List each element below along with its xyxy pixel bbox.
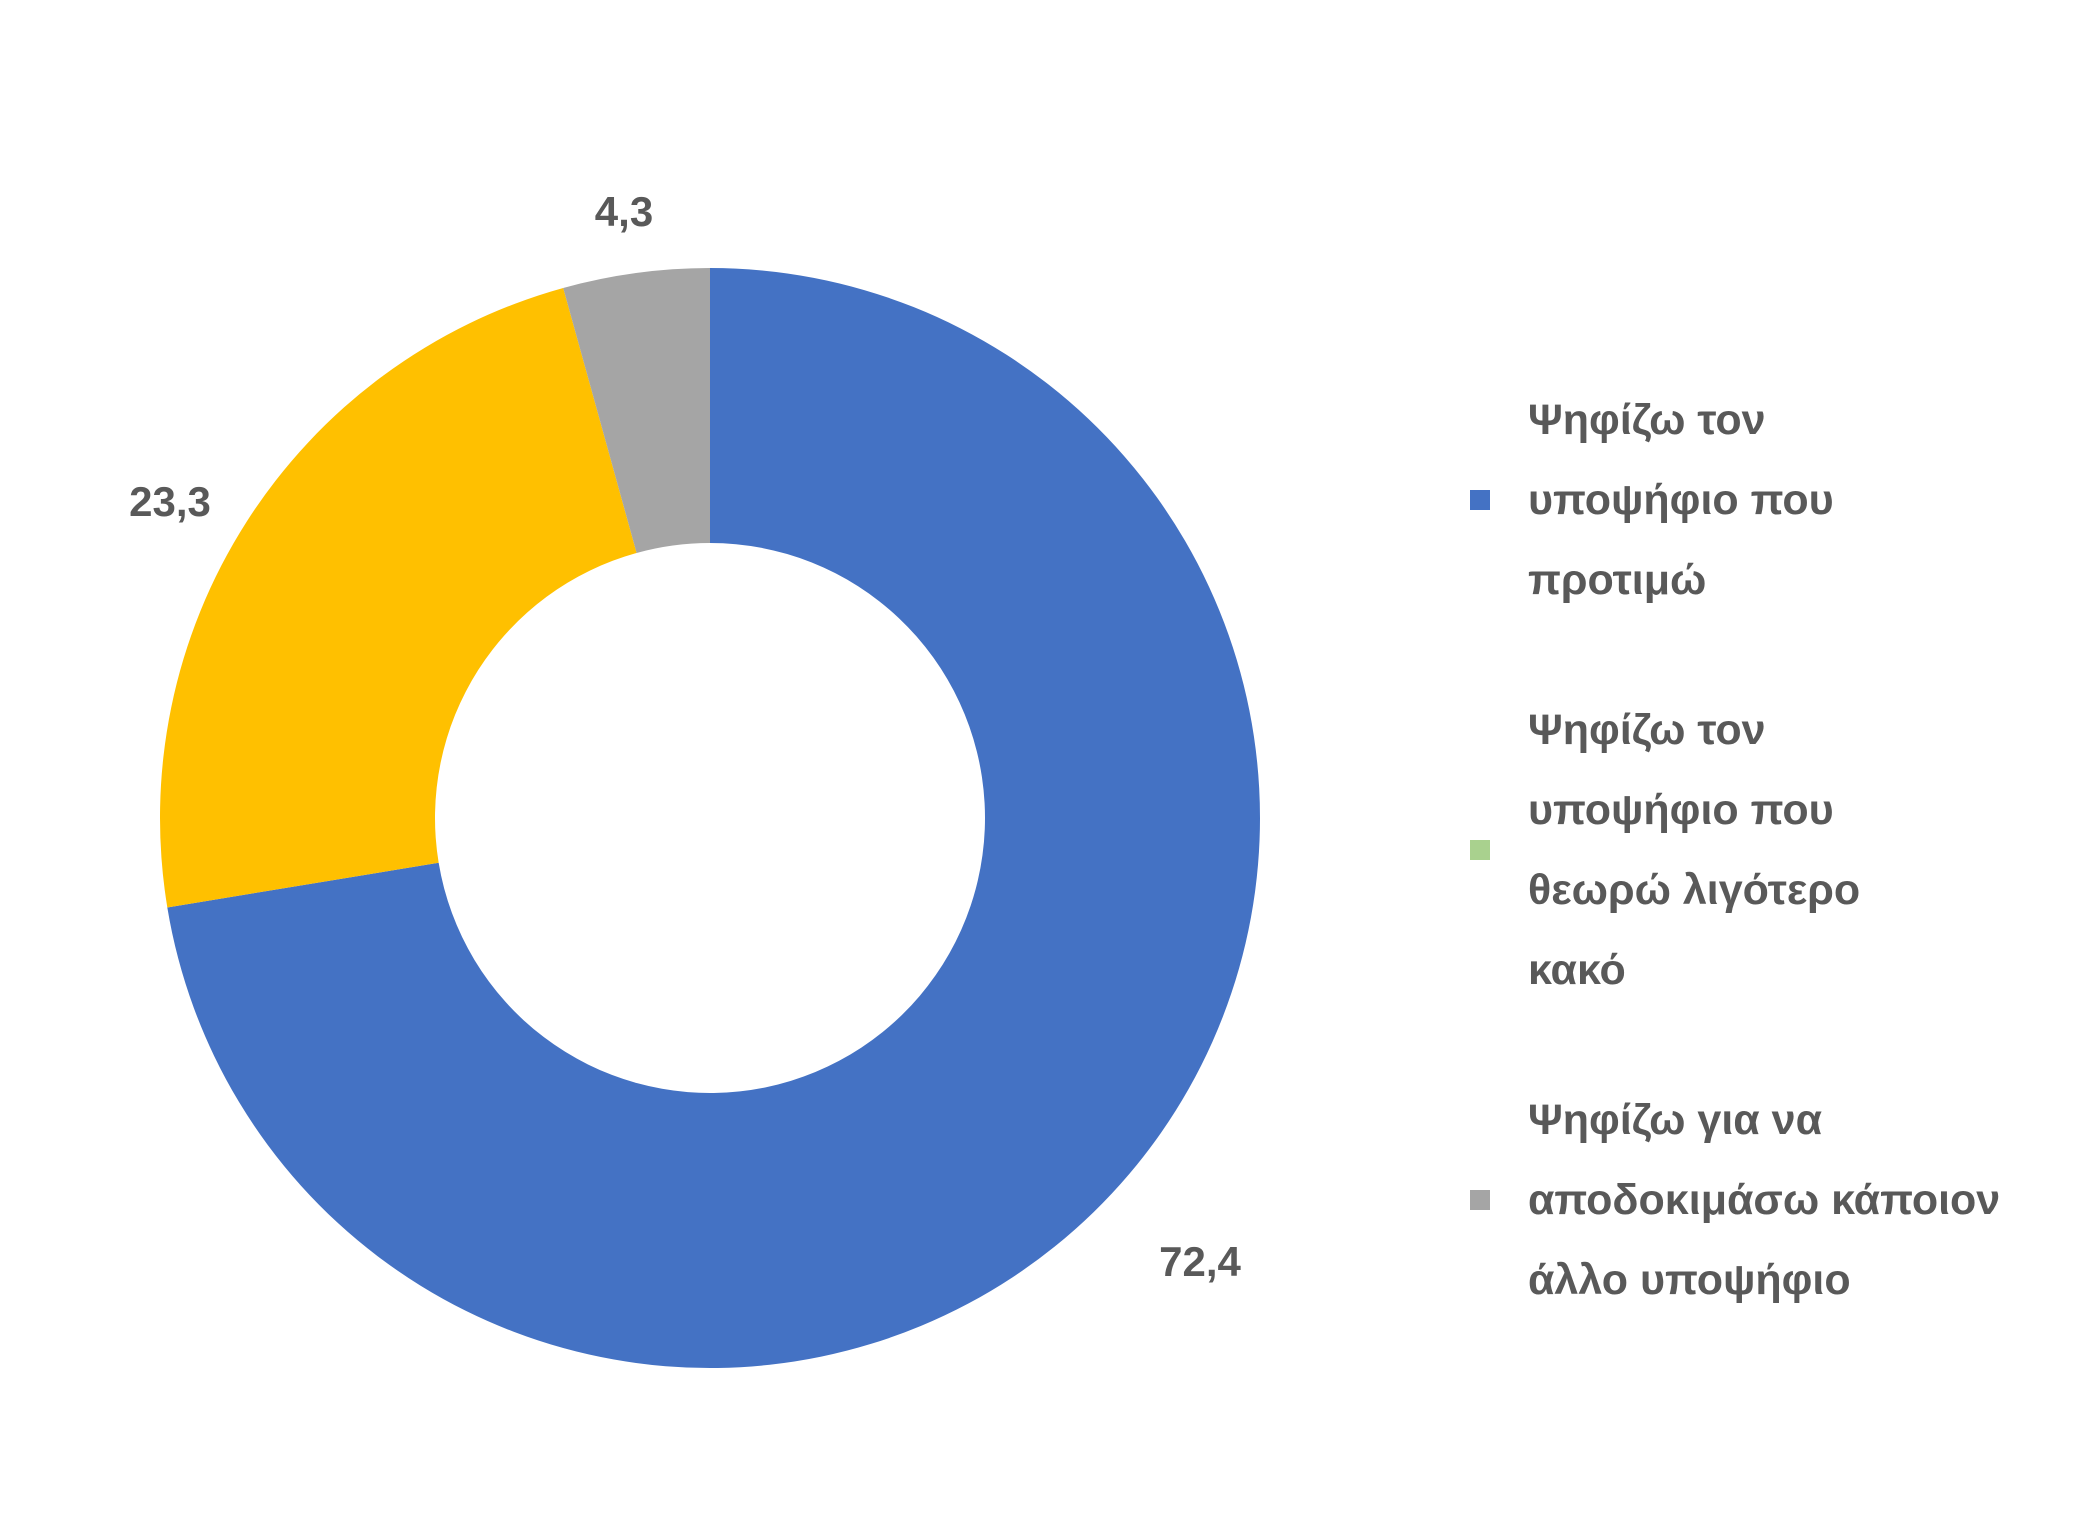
legend-item: Ψηφίζω τον υποψήφιο που προτιμώ (1470, 380, 2070, 620)
slice-value-label: 72,4 (1159, 1238, 1241, 1285)
legend-swatch-icon (1470, 490, 1490, 510)
legend-item: Ψηφίζω τον υποψήφιο που θεωρώ λιγότερο κ… (1470, 690, 2070, 1010)
legend-swatch-icon (1470, 1190, 1490, 1210)
legend-label: Ψηφίζω τον υποψήφιο που προτιμώ (1528, 396, 1834, 604)
donut-slice (167, 268, 1260, 1368)
legend-swatch-icon (1470, 840, 1490, 860)
slice-value-label: 23,3 (129, 478, 211, 525)
donut-slice (563, 268, 710, 553)
legend-item: Ψηφίζω για να αποδοκιμάσω κάποιον άλλο υ… (1470, 1080, 2070, 1320)
slice-value-label: 4,3 (595, 188, 653, 235)
chart-legend: Ψηφίζω τον υποψήφιο που προτιμώ Ψηφίζω τ… (1470, 380, 2070, 1390)
donut-slice (159, 287, 637, 908)
legend-label: Ψηφίζω για να αποδοκιμάσω κάποιον άλλο υ… (1528, 1096, 2001, 1304)
legend-label: Ψηφίζω τον υποψήφιο που θεωρώ λιγότερο κ… (1528, 706, 1861, 994)
